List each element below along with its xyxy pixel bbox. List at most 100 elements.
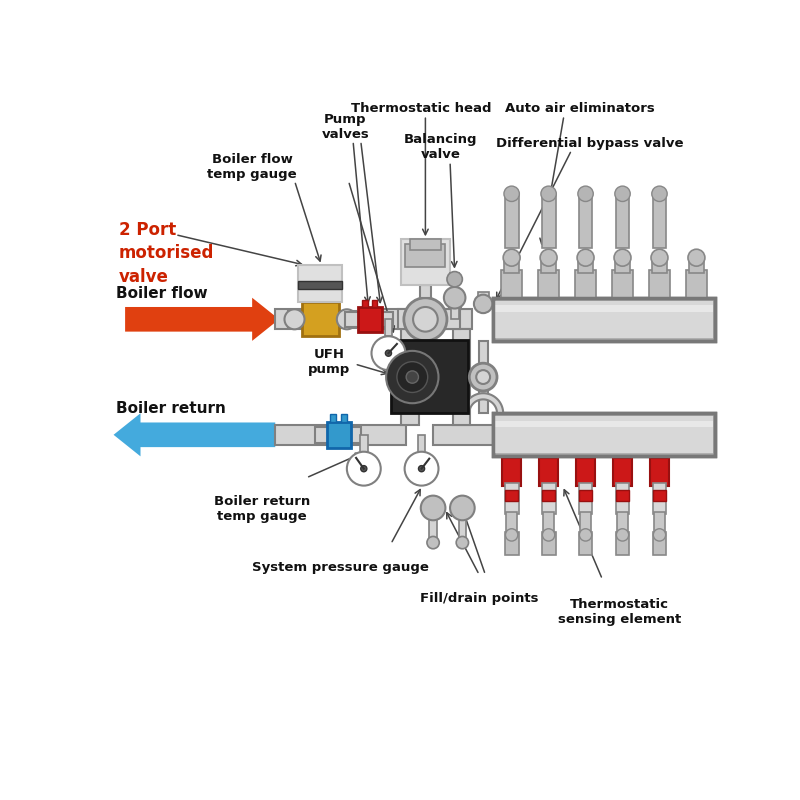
Text: Boiler flow
temp gauge: Boiler flow temp gauge bbox=[207, 153, 297, 181]
Circle shape bbox=[579, 529, 592, 541]
Bar bbox=[449, 296, 461, 309]
Bar bbox=[401, 239, 450, 286]
Circle shape bbox=[337, 310, 357, 330]
Bar bbox=[478, 291, 489, 307]
Bar bbox=[538, 270, 559, 298]
Bar bbox=[612, 270, 634, 298]
Bar bbox=[390, 340, 468, 414]
Circle shape bbox=[386, 351, 438, 403]
Bar bbox=[616, 490, 629, 501]
Bar bbox=[542, 490, 554, 501]
Bar bbox=[418, 435, 426, 452]
Bar bbox=[401, 330, 419, 425]
Text: Fill/drain points: Fill/drain points bbox=[420, 592, 538, 605]
Bar bbox=[385, 319, 392, 336]
Bar bbox=[615, 259, 630, 273]
Bar bbox=[275, 310, 314, 330]
Circle shape bbox=[474, 294, 492, 313]
Circle shape bbox=[371, 336, 406, 370]
Circle shape bbox=[503, 250, 520, 266]
Bar bbox=[653, 483, 666, 514]
Text: UFH
pump: UFH pump bbox=[308, 348, 350, 376]
Bar bbox=[451, 307, 458, 319]
Circle shape bbox=[688, 250, 705, 266]
Text: Balancing
valve: Balancing valve bbox=[404, 134, 478, 162]
Bar bbox=[574, 270, 596, 298]
Circle shape bbox=[450, 496, 474, 520]
Bar bbox=[653, 532, 666, 555]
Bar bbox=[617, 512, 628, 534]
Circle shape bbox=[444, 287, 466, 309]
Polygon shape bbox=[125, 298, 279, 341]
Bar bbox=[339, 311, 356, 328]
Bar bbox=[453, 330, 470, 425]
Text: 2 Port
motorised
valve: 2 Port motorised valve bbox=[119, 221, 214, 286]
Bar bbox=[542, 532, 555, 555]
Bar bbox=[578, 194, 593, 249]
Text: Pump
valves: Pump valves bbox=[322, 113, 369, 141]
Bar bbox=[430, 512, 437, 542]
Text: Boiler return: Boiler return bbox=[116, 402, 226, 416]
Bar bbox=[541, 259, 556, 273]
Bar bbox=[502, 458, 521, 486]
Circle shape bbox=[456, 537, 469, 549]
Text: Thermostatic head: Thermostatic head bbox=[351, 102, 492, 115]
Bar bbox=[654, 512, 665, 534]
Circle shape bbox=[405, 452, 438, 486]
Bar bbox=[371, 310, 472, 330]
Bar bbox=[478, 341, 488, 414]
Circle shape bbox=[651, 250, 668, 266]
Circle shape bbox=[506, 529, 518, 541]
Bar bbox=[652, 259, 667, 273]
Circle shape bbox=[285, 310, 305, 330]
Bar bbox=[398, 310, 460, 330]
Bar bbox=[371, 300, 377, 307]
Bar bbox=[495, 301, 713, 338]
Circle shape bbox=[386, 350, 391, 356]
Circle shape bbox=[447, 271, 462, 287]
Bar bbox=[302, 302, 339, 336]
Circle shape bbox=[542, 529, 554, 541]
Bar bbox=[298, 266, 342, 302]
Bar bbox=[420, 286, 430, 298]
Circle shape bbox=[406, 371, 418, 383]
Bar bbox=[653, 194, 666, 249]
Circle shape bbox=[577, 250, 594, 266]
Bar bbox=[543, 512, 554, 534]
Bar bbox=[379, 312, 393, 327]
Bar bbox=[450, 273, 459, 282]
Bar bbox=[495, 421, 713, 427]
Circle shape bbox=[616, 529, 629, 541]
Bar bbox=[615, 532, 630, 555]
Bar bbox=[615, 483, 630, 514]
Text: Thermostatic
sensing element: Thermostatic sensing element bbox=[558, 598, 681, 626]
Circle shape bbox=[413, 307, 438, 332]
Circle shape bbox=[652, 186, 667, 202]
Text: Differential bypass valve: Differential bypass valve bbox=[497, 137, 684, 150]
Bar bbox=[578, 259, 594, 273]
Circle shape bbox=[404, 298, 447, 341]
Bar bbox=[542, 483, 555, 514]
Bar bbox=[579, 490, 592, 501]
Bar bbox=[410, 239, 441, 250]
Circle shape bbox=[397, 362, 428, 393]
Bar bbox=[358, 307, 382, 332]
Bar bbox=[346, 427, 361, 442]
Bar bbox=[433, 425, 510, 445]
Bar bbox=[501, 270, 522, 298]
Circle shape bbox=[347, 452, 381, 486]
Circle shape bbox=[427, 537, 439, 549]
Bar bbox=[327, 422, 351, 448]
Text: Boiler flow: Boiler flow bbox=[116, 286, 207, 301]
Circle shape bbox=[578, 186, 594, 202]
Circle shape bbox=[418, 466, 425, 472]
Polygon shape bbox=[114, 414, 275, 456]
Bar bbox=[341, 414, 347, 422]
Text: Auto air eliminators: Auto air eliminators bbox=[505, 102, 654, 115]
Bar bbox=[614, 458, 632, 486]
Circle shape bbox=[361, 466, 367, 472]
Circle shape bbox=[540, 250, 557, 266]
Bar bbox=[506, 512, 517, 534]
Bar bbox=[314, 427, 330, 442]
Bar bbox=[505, 483, 518, 514]
